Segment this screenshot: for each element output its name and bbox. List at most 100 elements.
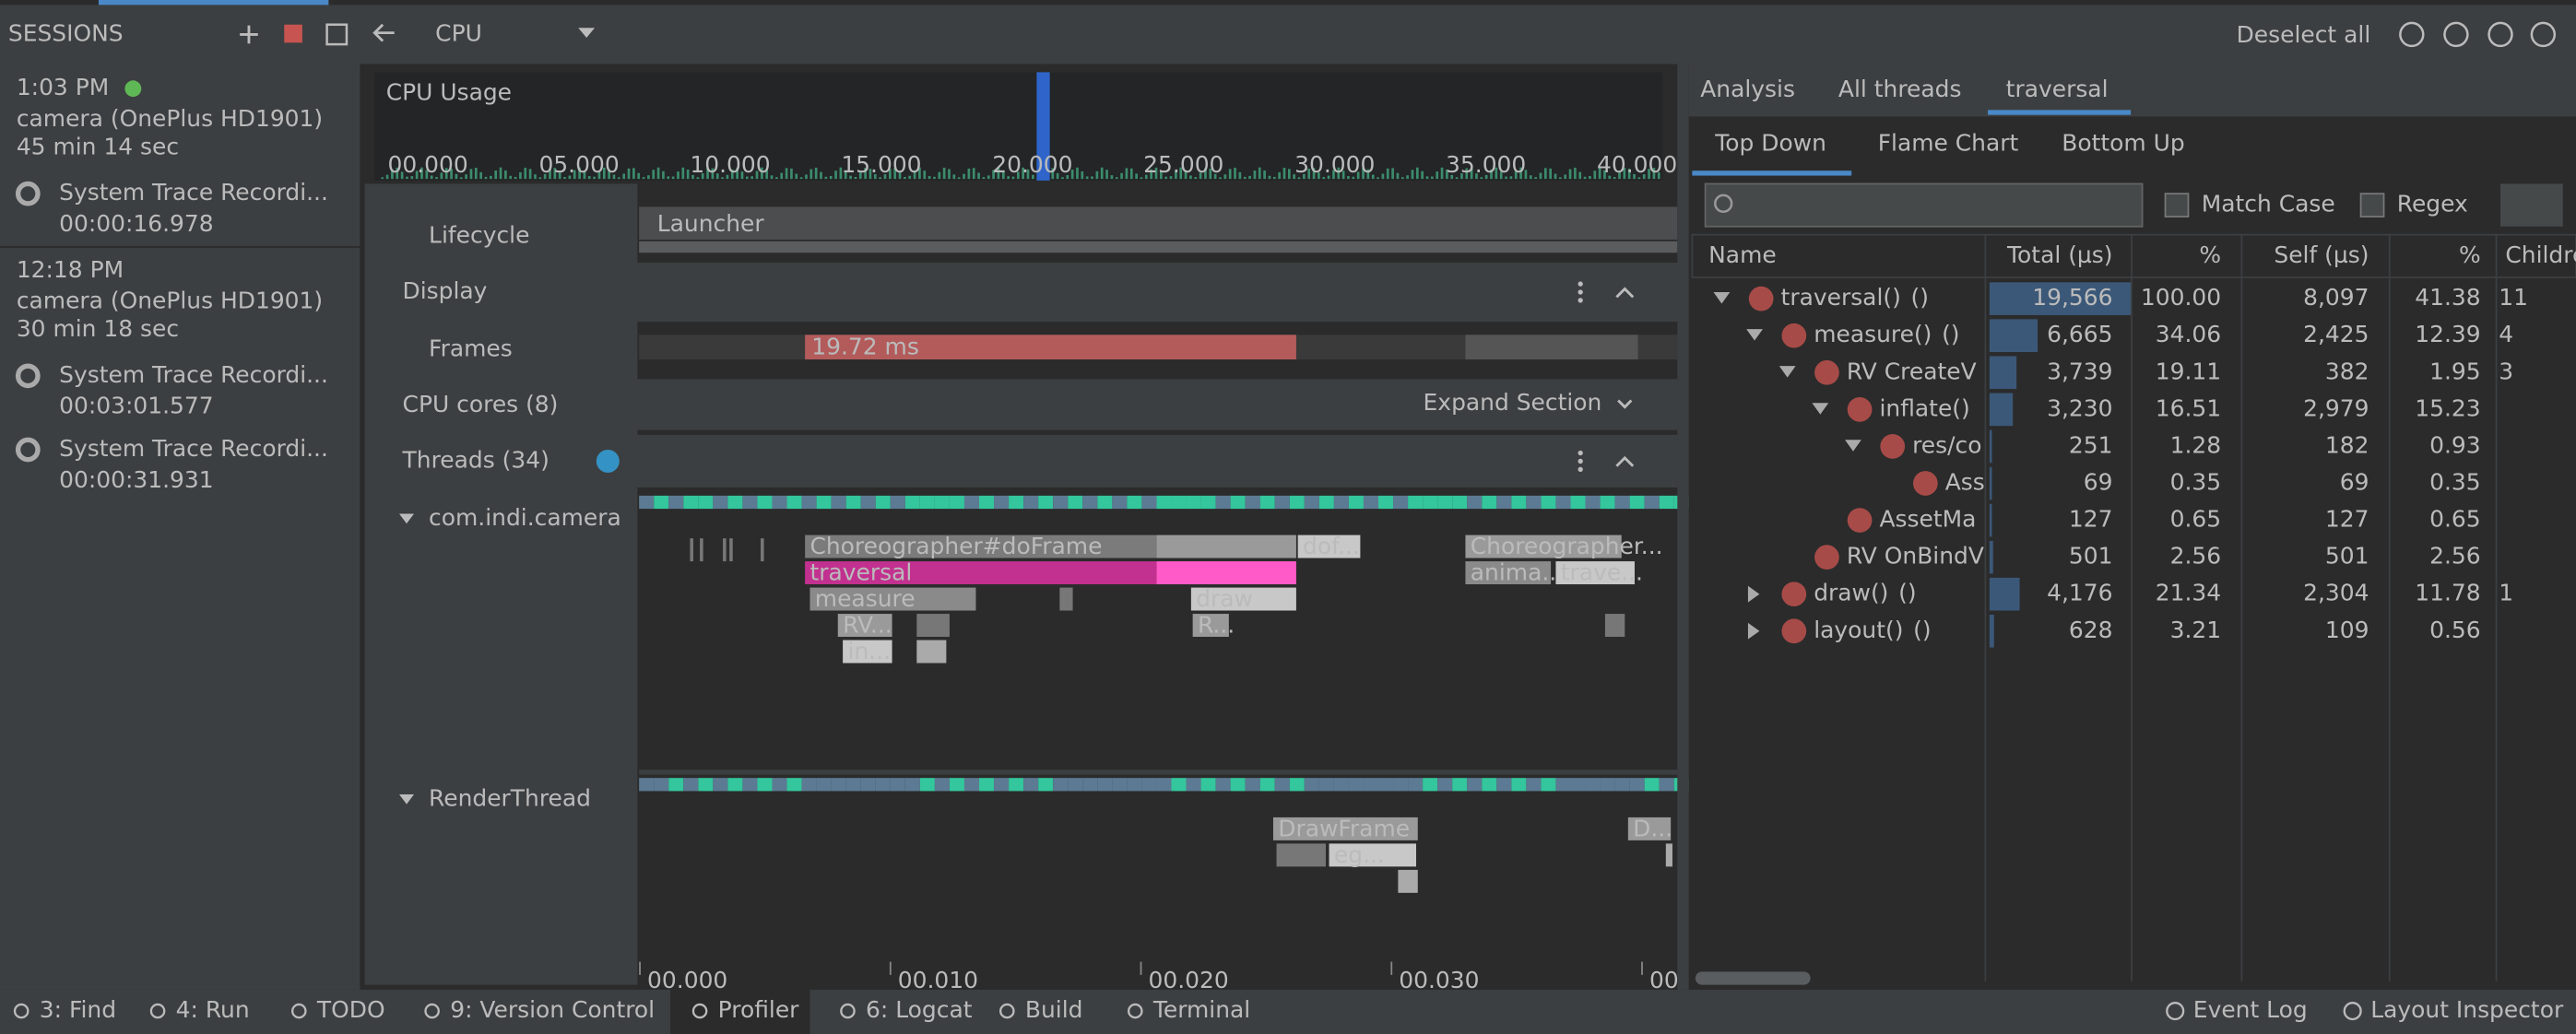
zoom-button[interactable]: [2530, 21, 2557, 48]
horizontal-scrollbar[interactable]: [1695, 971, 1811, 985]
usage-spike: [992, 170, 995, 180]
add-session[interactable]: [240, 25, 258, 44]
column-header[interactable]: %: [2459, 241, 2481, 268]
thread-expander[interactable]: [398, 513, 415, 524]
thread-state: [1482, 495, 1497, 510]
usage-spike: [834, 170, 837, 180]
menu-dot[interactable]: [1578, 466, 1583, 473]
menu-dot[interactable]: [1578, 298, 1583, 303]
trace-slice[interactable]: [837, 614, 892, 638]
lifecycle-bar-lower: [639, 241, 1678, 253]
search-box[interactable]: [1704, 182, 2144, 228]
view-tab[interactable]: Bottom Up: [2062, 130, 2184, 157]
usage-spike: [686, 169, 690, 180]
trace-slice[interactable]: [1329, 843, 1416, 867]
method-name[interactable]: RV CreateV: [1847, 358, 1977, 384]
trace-slice[interactable]: [1192, 614, 1229, 638]
method-name[interactable]: measure(): [1814, 321, 1932, 347]
tree-expander[interactable]: [1747, 585, 1760, 603]
analysis-tab[interactable]: Analysis: [1700, 76, 1795, 102]
recording-name[interactable]: System Trace Recordi...: [59, 361, 328, 388]
method-name[interactable]: res/co: [1912, 431, 1981, 458]
view-tab[interactable]: Flame Chart: [1878, 130, 2019, 157]
menu-dot[interactable]: [1578, 450, 1583, 456]
method-name[interactable]: inflate(): [1879, 394, 1969, 421]
trace-slice[interactable]: [1272, 817, 1418, 840]
match-case-checkbox[interactable]: [2164, 193, 2190, 217]
thread-name[interactable]: RenderThread: [429, 784, 591, 811]
back-button[interactable]: [372, 23, 395, 42]
zoom-button[interactable]: [2487, 21, 2513, 48]
toggle-panel[interactable]: [325, 23, 349, 46]
tool-window-button[interactable]: Event Log: [2193, 996, 2308, 1023]
method-name[interactable]: layout(): [1814, 617, 1903, 643]
trace-slice[interactable]: [1297, 535, 1361, 558]
method-name[interactable]: RV OnBindV: [1847, 543, 1984, 570]
usage-spike: [1282, 168, 1286, 180]
zoom-button[interactable]: [2443, 21, 2469, 48]
collapse-chevron[interactable]: [1615, 287, 1635, 299]
tool-window-button[interactable]: 6: Logcat: [866, 996, 973, 1023]
tool-window-button[interactable]: 9: Version Control: [450, 996, 655, 1023]
usage-spike: [1184, 170, 1188, 180]
tool-window-button[interactable]: Profiler: [718, 996, 800, 1023]
method-name[interactable]: AssetMa: [1879, 506, 1976, 533]
trace-slice[interactable]: [1465, 535, 1622, 558]
expand-section[interactable]: Expand Section: [1424, 389, 1602, 416]
display-title[interactable]: Display: [403, 277, 488, 304]
trace-slice[interactable]: [805, 561, 1157, 585]
tool-window-button[interactable]: TODO: [316, 996, 385, 1023]
tool-window-button[interactable]: 4: Run: [176, 996, 250, 1023]
tree-expander[interactable]: [1747, 622, 1760, 640]
stop-session[interactable]: [284, 24, 302, 43]
regex-checkbox[interactable]: [2359, 193, 2385, 217]
tree-expander[interactable]: [1812, 403, 1829, 415]
column-header[interactable]: Self (µs): [2274, 241, 2369, 268]
method-name[interactable]: Ass: [1945, 468, 1985, 495]
tree-expander[interactable]: [1845, 440, 1861, 452]
tool-window-button[interactable]: Terminal: [1152, 996, 1250, 1023]
view-tab[interactable]: Top Down: [1714, 130, 1826, 157]
trace-slice[interactable]: [1627, 817, 1672, 840]
thread-expander[interactable]: [398, 793, 415, 805]
trace-slice[interactable]: [843, 640, 892, 664]
method-name[interactable]: draw(): [1814, 580, 1888, 606]
zoom-button[interactable]: [2399, 21, 2425, 48]
column-header[interactable]: Childre: [2505, 241, 2576, 268]
deselect-all[interactable]: Deselect all: [2237, 21, 2371, 48]
recording-name[interactable]: System Trace Recordi...: [59, 179, 328, 206]
tool-window-button[interactable]: 3: Find: [40, 996, 116, 1023]
trace-slice[interactable]: [1465, 561, 1552, 585]
thread-name[interactable]: com.indi.camera: [429, 504, 621, 531]
tree-expander[interactable]: [1778, 366, 1796, 378]
trace-slice[interactable]: [1555, 561, 1635, 585]
tool-window-button[interactable]: Build: [1025, 996, 1083, 1023]
usage-spike: [465, 174, 467, 180]
method-name[interactable]: traversal(): [1781, 284, 1901, 311]
usage-spike: [1495, 167, 1498, 180]
column-header[interactable]: Total (µs): [2006, 241, 2112, 268]
filter-dropdown[interactable]: [2500, 183, 2563, 227]
analysis-tab[interactable]: All threads: [1838, 76, 1962, 102]
tool-window-button[interactable]: Layout Inspector: [2370, 996, 2564, 1023]
collapse-chevron[interactable]: [1617, 399, 1633, 409]
trace-slice[interactable]: [809, 587, 976, 611]
collapse-chevron[interactable]: [1615, 455, 1635, 467]
menu-dot[interactable]: [1578, 281, 1583, 287]
analysis-tab[interactable]: traversal: [2006, 76, 2109, 102]
column-header[interactable]: %: [2199, 241, 2221, 268]
method-icon: [1880, 434, 1906, 459]
column-header[interactable]: Name: [1708, 241, 1777, 268]
recording-name[interactable]: System Trace Recordi...: [59, 435, 328, 462]
menu-dot[interactable]: [1578, 458, 1583, 464]
menu-dot[interactable]: [1578, 289, 1583, 295]
tree-expander[interactable]: [1746, 329, 1763, 341]
match-case-label[interactable]: Match Case: [2202, 191, 2335, 217]
session-time[interactable]: 1:03 PM: [17, 74, 109, 100]
session-time[interactable]: 12:18 PM: [17, 256, 124, 283]
profiler-select[interactable]: CPU: [435, 19, 482, 46]
trace-slice[interactable]: [1190, 587, 1296, 611]
trace-slice[interactable]: [805, 535, 1157, 558]
tree-expander[interactable]: [1713, 292, 1731, 304]
regex-label[interactable]: Regex: [2397, 191, 2468, 217]
